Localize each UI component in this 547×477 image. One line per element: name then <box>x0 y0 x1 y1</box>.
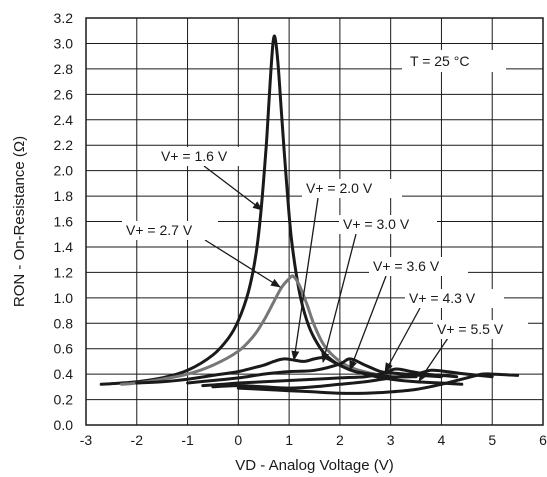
y-tick-label: 3.2 <box>54 10 74 26</box>
x-tick-label: -1 <box>181 432 194 448</box>
x-tick-label: 3 <box>387 432 395 448</box>
series-label-arrow <box>349 275 387 371</box>
temperature-annotation-text: T = 25 °C <box>410 53 469 69</box>
series-label-arrow <box>203 165 263 211</box>
series-label-background <box>433 320 528 339</box>
series-line <box>120 274 393 386</box>
y-tick-label: 0.0 <box>54 417 74 433</box>
series-label-arrow <box>291 197 319 361</box>
y-tick-labels: 0.0 0.2 0.4 0.6 0.8 1.0 1.2 1.4 1.6 1.8 2.0 2.2 2.4 2… <box>54 10 74 433</box>
x-tick-label: -2 <box>131 432 144 448</box>
y-tick-label: 2.2 <box>54 137 74 153</box>
series-label-background <box>405 289 504 308</box>
y-tick-label: 2.6 <box>54 86 74 102</box>
y-tick-label: 1.0 <box>54 290 74 306</box>
series-label: V+ = 4.3 V <box>409 290 476 306</box>
y-tick-label: 0.4 <box>54 366 74 382</box>
y-tick-label: 0.8 <box>54 315 74 331</box>
temperature-annotation: T = 25 °C <box>402 50 506 72</box>
series-label: V+ = 1.6 V <box>161 148 228 164</box>
series-line <box>236 372 520 395</box>
y-tick-label: 2.4 <box>54 112 74 128</box>
y-tick-label: 0.6 <box>54 341 74 357</box>
grid <box>85 17 544 426</box>
series-label-background <box>302 179 402 198</box>
series-lines <box>99 34 520 395</box>
x-tick-label: 0 <box>234 432 242 448</box>
y-tick-label: 2.8 <box>54 61 74 77</box>
y-tick-label: 0.2 <box>54 392 74 408</box>
x-tick-label: 5 <box>488 432 496 448</box>
series-labels: V+ = 1.6 V V+ = 2.0 V V+ = 2.7 V V+ = 3.0 V… <box>122 147 528 382</box>
y-tick-label: 1.8 <box>54 188 74 204</box>
y-tick-label: 1.4 <box>54 239 74 255</box>
temperature-annotation-box <box>402 50 506 72</box>
x-tick-label: 1 <box>285 432 293 448</box>
series-label: V+ = 2.0 V <box>306 180 373 196</box>
series-line <box>186 357 443 385</box>
series-line <box>211 368 494 390</box>
series-label-background <box>369 257 468 276</box>
x-tick-labels: -3 -2 -1 0 1 2 3 4 5 6 <box>80 432 547 448</box>
x-tick-label: 4 <box>438 432 446 448</box>
y-tick-label: 1.6 <box>54 214 74 230</box>
series-label-arrow <box>321 233 357 363</box>
y-axis-label: RON - On-Resistance (Ω) <box>11 136 28 307</box>
series-label-arrow <box>418 337 449 382</box>
series-label-arrow <box>384 307 421 373</box>
y-tick-label: 3.0 <box>54 35 74 51</box>
plot-frame <box>85 17 544 426</box>
y-tick-label: 1.2 <box>54 264 74 280</box>
x-tick-label: 2 <box>336 432 344 448</box>
x-tick-label: -3 <box>80 432 93 448</box>
series-line <box>99 34 464 386</box>
series-label-background <box>157 147 253 166</box>
y-tick-label: 2.0 <box>54 163 74 179</box>
series-label: V+ = 5.5 V <box>437 321 504 337</box>
series-label-background <box>122 221 218 240</box>
series-label: V+ = 3.6 V <box>373 258 440 274</box>
x-axis-label: VD - Analog Voltage (V) <box>235 457 393 474</box>
series-label: V+ = 3.0 V <box>343 216 410 232</box>
series-label: V+ = 2.7 V <box>126 222 193 238</box>
x-tick-label: 6 <box>539 432 547 448</box>
series-label-background <box>339 215 437 234</box>
series-label-arrow <box>204 239 281 288</box>
